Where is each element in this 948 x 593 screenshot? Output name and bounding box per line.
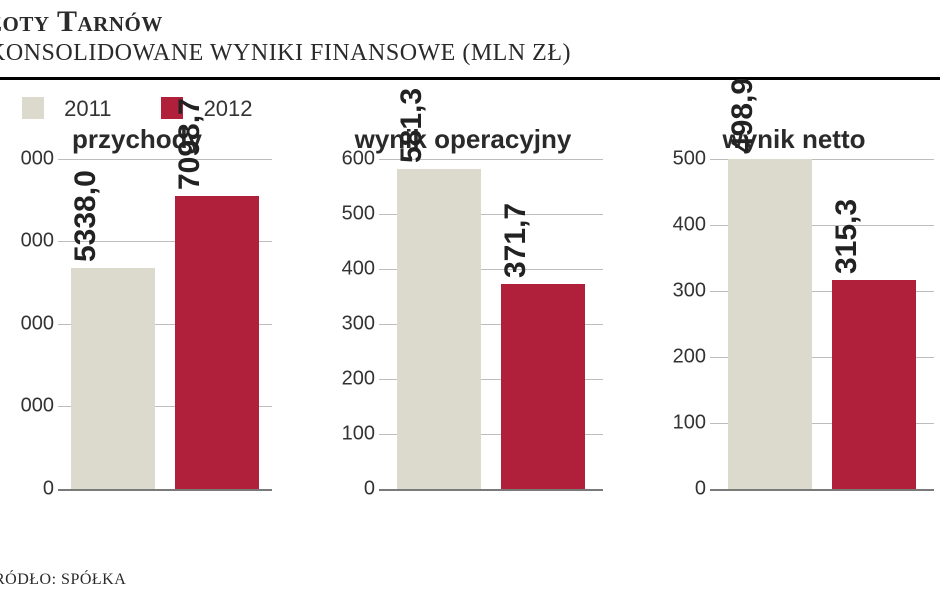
bar-value-label: 498,9 [726,78,760,153]
y-tick-label: 200 [323,367,375,390]
title-main: zoty Tarnów [0,6,940,38]
y-tick-label: 400 [654,213,706,236]
y-tick-label: 500 [654,147,706,170]
plot-area: 00000000000005338,07098,7 [2,159,272,489]
bars: 498,9315,3 [710,159,934,489]
y-tick-label: 000 [2,147,54,170]
bar-2012: 315,3 [832,280,916,488]
bar-2012: 371,7 [501,284,585,488]
charts-row: przychody00000000000005338,07098,7 wynik… [0,124,948,489]
y-tick-label: 000 [2,230,54,253]
source-label: ródło: spółka [0,571,126,589]
bar-2012: 7098,7 [175,196,259,489]
y-tick-label: 300 [323,312,375,335]
header: zoty Tarnów konsolidowane wyniki finanso… [0,0,940,80]
y-tick-label: 200 [654,345,706,368]
bar-value-label: 371,7 [499,203,533,278]
y-tick-label: 0 [323,477,375,500]
bar-value-label: 581,3 [395,88,429,163]
chart-wynik-netto: wynik netto0100200300400500498,9315,3 [654,124,934,489]
legend-label-2011: 2011 [64,96,111,121]
y-tick-label: 0 [654,477,706,500]
y-tick-label: 500 [323,202,375,225]
plot-area: 0100200300400500498,9315,3 [654,159,934,489]
bar-value-label: 5338,0 [69,171,103,263]
bar-value-label: 315,3 [830,199,864,274]
chart-przychody: przychody00000000000005338,07098,7 [2,124,272,489]
bars: 581,3371,7 [379,159,603,489]
bar-value-label: 7098,7 [173,98,207,190]
y-tick-label: 100 [654,411,706,434]
y-tick-label: 400 [323,257,375,280]
gridline [58,489,272,491]
bars: 5338,07098,7 [58,159,272,489]
y-tick-label: 300 [654,279,706,302]
gridline [379,489,603,491]
y-tick-label: 000 [2,395,54,418]
bar-2011: 581,3 [397,169,481,489]
y-tick-label: 100 [323,422,375,445]
plot-area: 0100200300400500600581,3371,7 [323,159,603,489]
legend-label-2012: 2012 [204,96,253,121]
y-tick-label: 600 [323,147,375,170]
chart-wynik-operacyjny: wynik operacyjny0100200300400500600581,3… [323,124,603,489]
gridline [710,489,934,491]
legend-swatch-2011 [22,97,44,119]
legend-item-2011: 2011 [22,96,111,122]
y-tick-label: 0 [2,477,54,500]
legend: 2011 2012 [0,80,948,124]
y-tick-label: 000 [2,312,54,335]
bar-2011: 498,9 [728,159,812,488]
bar-2011: 5338,0 [71,268,155,488]
title-sub: konsolidowane wyniki finansowe (mln zł) [0,40,940,67]
